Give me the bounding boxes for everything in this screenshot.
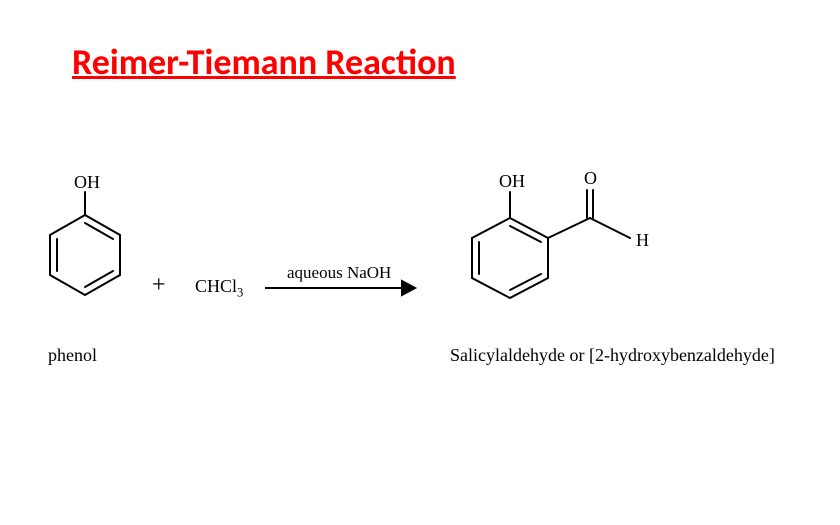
label-product-oh: OH: [499, 171, 525, 191]
label-oh: OH: [74, 172, 100, 192]
molecule-phenol: OH phenol: [30, 160, 140, 345]
reaction-diagram: OH phenol + CHCl3 aqueous NaOH: [0, 160, 840, 420]
caption-product: Salicylaldehyde or [2-hydroxybenzaldehyd…: [450, 345, 830, 366]
caption-phenol: phenol: [48, 345, 97, 366]
plus-symbol: +: [152, 272, 166, 299]
label-product-h: H: [636, 230, 649, 250]
arrow-label: aqueous NaOH: [287, 263, 391, 282]
reagent-chcl3: CHCl3: [195, 276, 243, 301]
label-product-o: O: [584, 168, 597, 188]
molecule-salicylaldehyde: OH O H Salicylaldehyde or [2-hydroxybenz…: [440, 150, 700, 355]
page-title: Reimer-Tiemann Reaction: [72, 40, 456, 84]
